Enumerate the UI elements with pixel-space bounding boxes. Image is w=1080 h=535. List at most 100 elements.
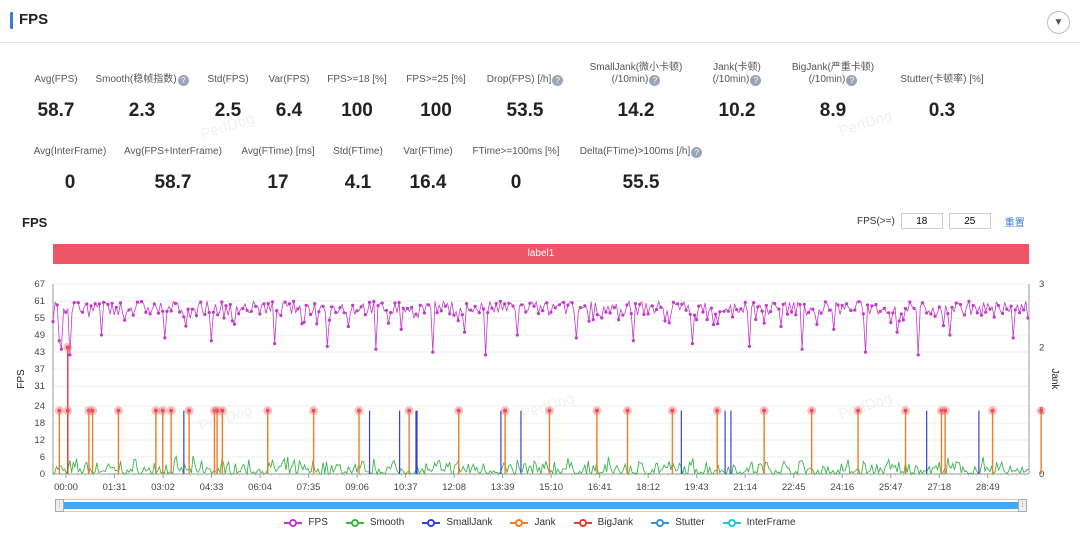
series-fps-point [840, 303, 844, 307]
series-fps-point [169, 309, 173, 313]
label-bar[interactable]: label1 [53, 244, 1029, 264]
series-fps-point [222, 316, 226, 320]
y-left-tick-label: 67 [34, 279, 45, 290]
legend-item-stutter[interactable]: Stutter [651, 517, 705, 528]
series-fps-point [456, 319, 460, 323]
series-fps-point [327, 318, 331, 322]
fps-threshold-controls: FPS(>=) 重置 [857, 213, 1025, 229]
series-fps-point [511, 304, 515, 308]
metric-metrics_row1-0: Avg(FPS) 58.7 [0, 74, 136, 121]
metric-label: Avg(FPS+InterFrame) [124, 146, 222, 157]
series-fps-point [933, 314, 937, 318]
legend-label: FPS [308, 517, 328, 528]
slider-range-fill[interactable] [64, 502, 1018, 509]
series-fps-point [178, 310, 182, 314]
series-fps-point [194, 314, 199, 318]
legend-item-smalljank[interactable]: SmallJank [422, 517, 492, 528]
series-fps-point [671, 300, 676, 304]
jank-marker-dot [187, 408, 192, 413]
x-tick-label: 16:41 [588, 482, 612, 493]
series-fps-point [912, 306, 916, 310]
slider-left-handle[interactable]: ⁞ [55, 499, 64, 512]
legend-item-jank[interactable]: Jank [510, 517, 556, 528]
help-icon[interactable]: ? [177, 75, 189, 86]
series-fps-point [410, 305, 414, 309]
series-fps-point [346, 324, 350, 329]
fps-threshold-input-1[interactable] [900, 213, 943, 229]
legend-swatch [422, 518, 441, 528]
series-fps-point [711, 323, 716, 327]
slider-right-handle[interactable]: ⁞ [1018, 499, 1027, 512]
metric-metrics_row2-3: Std(FTime) 4.1 [278, 146, 438, 193]
series-fps-point [891, 311, 895, 315]
y-left-tick-label: 18 [34, 418, 45, 429]
series-fps-point [1013, 308, 1017, 312]
series-fps-point [99, 333, 104, 337]
help-icon[interactable]: ? [552, 75, 564, 86]
help-icon[interactable]: ? [846, 75, 858, 86]
series-fps-point [418, 303, 422, 307]
series-fps-point [519, 303, 524, 307]
metric-label: Var(FTime) [403, 146, 453, 157]
series-fps-point [473, 304, 477, 308]
series-fps-point [849, 308, 853, 312]
jank-marker-dot [407, 408, 412, 413]
title-accent-bar [10, 12, 13, 29]
y-right-tick-label: 3 [1039, 279, 1044, 290]
help-icon[interactable]: ? [649, 75, 661, 86]
panel-title: FPS [19, 11, 49, 28]
collapse-button[interactable]: ▼ [1047, 11, 1070, 34]
series-fps-point [477, 311, 481, 315]
legend-item-bigjank[interactable]: BigJank [573, 517, 633, 528]
series-fps-point [996, 304, 1001, 308]
jank-marker-dot [990, 408, 995, 413]
metric-metrics_row1-8: Jank(卡顿) (/10min)? 10.2 [657, 62, 817, 121]
series-fps-point [752, 301, 756, 305]
legend-item-fps[interactable]: FPS [284, 517, 328, 528]
series-fps-point [929, 312, 933, 316]
series-fps-point [532, 304, 536, 308]
metric-label-unit: (/10min)? [556, 74, 716, 86]
series-fps-point [908, 300, 912, 304]
series-fps-point [230, 319, 234, 323]
metric-value: 55.5 [622, 172, 660, 193]
series-fps-point [110, 301, 114, 305]
series-fps-point [718, 310, 722, 314]
series-fps-point [587, 319, 591, 323]
series-fps-point [781, 302, 785, 306]
series-fps-point [667, 321, 671, 325]
jank-marker-dot [762, 408, 767, 413]
series-fps-point [583, 304, 587, 308]
series-fps-point [165, 309, 169, 313]
series-fps-point [815, 322, 819, 327]
series-fps-point [659, 305, 663, 309]
reset-button[interactable]: 重置 [1004, 217, 1025, 229]
series-fps-point [828, 308, 832, 312]
series-fps-point [633, 302, 638, 306]
help-icon[interactable]: ? [691, 147, 703, 158]
jank-marker-dot [939, 408, 944, 413]
series-fps-point [705, 318, 709, 322]
fps-chart[interactable]: 0612182431374349556167012300:0001:3103:0… [0, 270, 1080, 500]
series-fps-point [228, 302, 232, 307]
legend-item-interframe[interactable]: InterFrame [722, 517, 796, 528]
metric-metrics_row2-2: Avg(FTime) [ms] 17 [198, 146, 358, 193]
help-icon[interactable]: ? [750, 75, 762, 86]
series-fps-point [861, 312, 865, 316]
series-fps-point [642, 312, 646, 317]
series-fps-point [163, 336, 167, 340]
series-fps-point [916, 353, 920, 357]
series-fps-point [427, 303, 431, 307]
x-tick-label: 10:37 [394, 482, 418, 493]
fps-threshold-input-2[interactable] [948, 213, 991, 229]
series-fps-point [89, 304, 93, 308]
metric-label: Avg(FPS) [34, 74, 78, 85]
time-range-slider[interactable]: ⁞ ⁞ [55, 499, 1027, 512]
series-fps-point [988, 307, 992, 311]
metric-label: Std(FTime) [333, 146, 383, 157]
series-fps-point [182, 315, 186, 319]
legend-item-smooth[interactable]: Smooth [345, 517, 404, 528]
series-fps-point [779, 324, 783, 329]
series-fps-point [1017, 311, 1022, 315]
metric-label: BigJank(严重卡顿) [791, 62, 875, 73]
